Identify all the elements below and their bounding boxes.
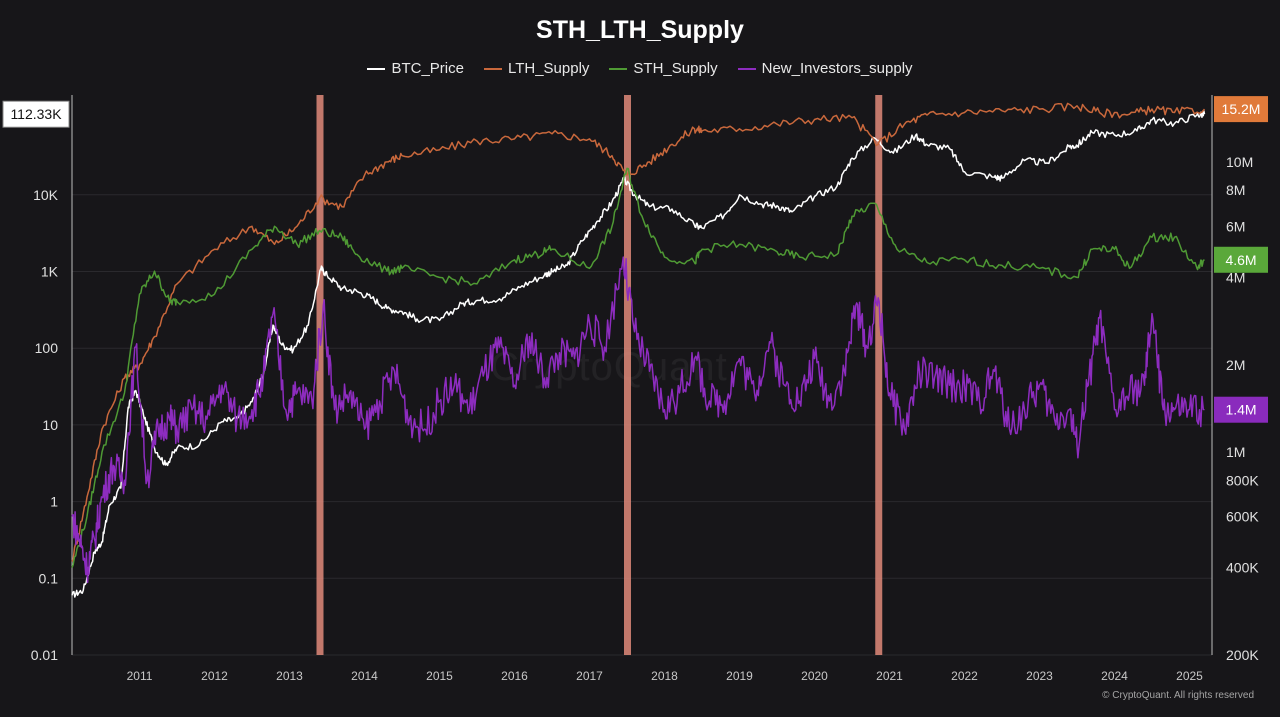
legend-label: New_Investors_supply	[761, 60, 913, 77]
x-tick-label: 2018	[651, 669, 678, 683]
x-tick-label: 2020	[801, 669, 828, 683]
right-tick-label: 6M	[1226, 218, 1245, 234]
x-tick-label: 2025	[1176, 669, 1203, 683]
legend-swatch	[367, 67, 386, 70]
left-tick-label: 0.01	[31, 647, 58, 663]
chart-title: STH_LTH_Supply	[536, 16, 744, 44]
series-line-BTC_Price	[71, 110, 1206, 598]
series-line-New_Investors_supply	[71, 256, 1205, 584]
x-tick-label: 2016	[501, 669, 528, 683]
x-tick-label: 2017	[576, 669, 603, 683]
highlight-band	[624, 95, 631, 655]
legend-item-New_Investors_supply[interactable]: New_Investors_supply	[737, 60, 913, 77]
current-value-badge-label: 1.4M	[1225, 402, 1256, 418]
legend-swatch	[609, 67, 628, 70]
x-tick-label: 2012	[201, 669, 228, 683]
left-tick-label: 1K	[41, 263, 59, 279]
x-tick-label: 2021	[876, 669, 903, 683]
x-tick-label: 2023	[1026, 669, 1053, 683]
x-tick-label: 2013	[276, 669, 303, 683]
x-tick-label: 2022	[951, 669, 978, 683]
legend-item-STH_Supply[interactable]: STH_Supply	[609, 60, 718, 77]
x-tick-label: 2015	[426, 669, 453, 683]
right-tick-label: 2M	[1226, 357, 1245, 373]
right-tick-label: 800K	[1226, 472, 1259, 488]
left-tick-label: 10	[42, 417, 58, 433]
current-value-badge	[1214, 96, 1268, 123]
left-tick-label: 0.1	[39, 570, 59, 586]
left-tick-label: 100	[35, 340, 59, 356]
highlight-band	[316, 95, 324, 655]
right-tick-label: 8M	[1226, 182, 1245, 198]
current-value-badge-label: 4.6M	[1225, 252, 1256, 268]
right-tick-label: 1M	[1226, 444, 1245, 460]
legend-label: LTH_Supply	[507, 60, 590, 77]
series-line-STH_Supply	[71, 167, 1205, 568]
x-tick-label: 2011	[127, 669, 153, 683]
current-price-badge	[2, 100, 70, 128]
highlight-band	[875, 95, 883, 655]
current-value-badge-label: 15.2M	[1222, 101, 1261, 117]
copyright-notice: © CryptoQuant. All rights reserved	[1102, 690, 1254, 701]
left-tick-label: 10K	[33, 187, 59, 203]
legend-item-LTH_Supply[interactable]: LTH_Supply	[483, 60, 590, 77]
legend-label: BTC_Price	[391, 60, 464, 77]
legend-swatch	[483, 67, 502, 70]
legend: BTC_Price LTH_Supply STH_Supply New_Investo…	[0, 60, 1280, 77]
right-tick-label: 10M	[1226, 154, 1253, 170]
x-tick-label: 2019	[726, 669, 753, 683]
left-tick-label: 1	[50, 494, 58, 510]
right-tick-label: 4M	[1226, 269, 1245, 285]
legend-label: STH_Supply	[633, 60, 718, 77]
legend-swatch	[737, 67, 756, 70]
series-line-LTH_Supply	[71, 102, 1206, 562]
right-tick-label: 200K	[1226, 647, 1259, 663]
current-value-badge	[1214, 246, 1268, 273]
right-tick-label: 400K	[1226, 560, 1259, 576]
x-tick-label: 2024	[1101, 669, 1128, 683]
x-tick-label: 2014	[351, 669, 378, 683]
current-price-badge-label: 112.33K	[10, 106, 62, 122]
legend-item-BTC_Price[interactable]: BTC_Price	[367, 60, 464, 77]
right-tick-label: 600K	[1226, 509, 1259, 525]
current-value-badge	[1214, 396, 1268, 423]
